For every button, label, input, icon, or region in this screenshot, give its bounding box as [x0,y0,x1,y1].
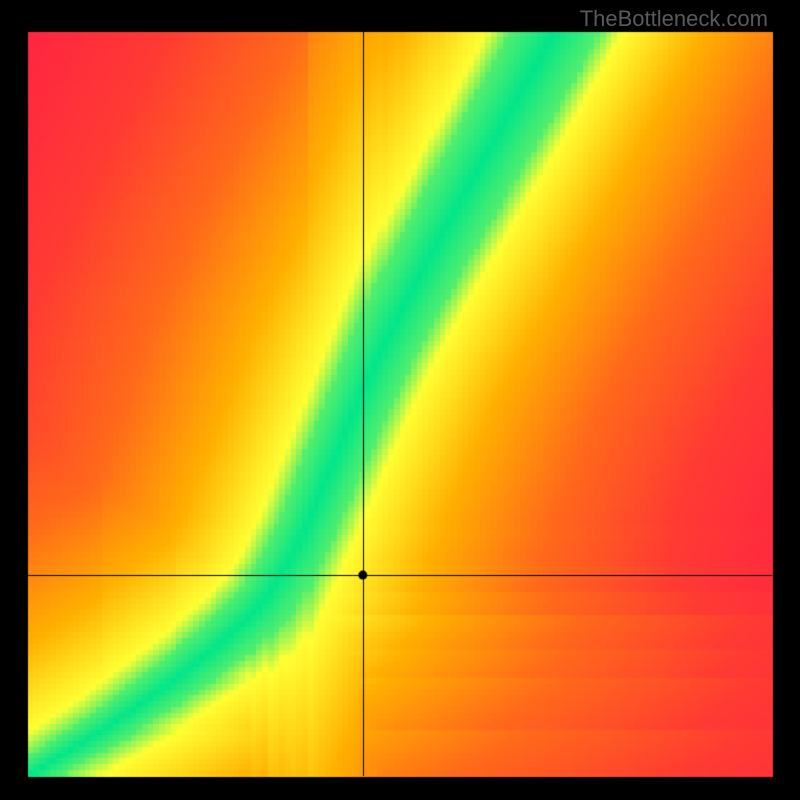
watermark-text: TheBottleneck.com [580,6,768,32]
bottleneck-heatmap [0,0,800,800]
chart-container: TheBottleneck.com [0,0,800,800]
